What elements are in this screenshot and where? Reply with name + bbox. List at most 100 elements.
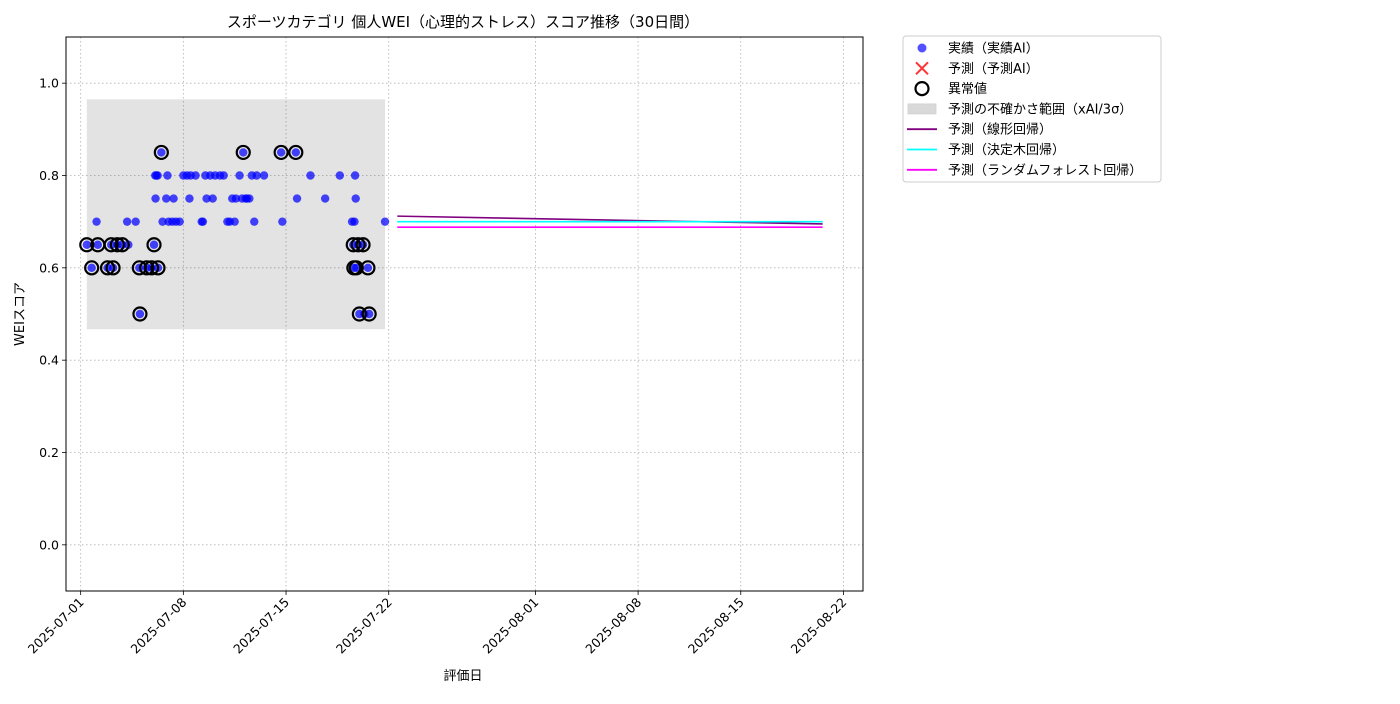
actual-point (278, 217, 287, 226)
x-tick-label: 2025-08-01 (480, 595, 542, 657)
actual-point (239, 148, 248, 157)
anomaly-ring (235, 144, 251, 161)
actual-point (245, 194, 254, 203)
x-tick-label: 2025-08-15 (685, 595, 747, 657)
y-tick-label: 0.8 (39, 168, 59, 183)
actual-point (208, 194, 217, 203)
anomaly-ring (146, 237, 162, 253)
plot-frame (65, 36, 864, 592)
actual-point (131, 217, 140, 226)
actual-point (175, 217, 184, 226)
actual-point (250, 217, 259, 226)
anomaly-ring (360, 260, 376, 276)
actual-point (158, 217, 167, 226)
anomaly-ring (103, 237, 119, 253)
legend-label: 予測（決定木回帰） (948, 142, 1065, 158)
actual-point (169, 194, 178, 203)
actual-point (380, 217, 390, 226)
x-axis: 2025-07-01 2025-07-08 2025-07-15 2025-07-22… (25, 591, 850, 656)
actual-point (306, 171, 315, 180)
chart-title: スポーツカテゴリ 個人WEI（心理的ストレス）スコア推移（30日間） (227, 13, 699, 31)
actual-point (162, 194, 171, 203)
legend-label: 予測（予測AI） (948, 62, 1039, 77)
actual-point (163, 171, 172, 180)
anomaly-ring (345, 237, 361, 253)
actual-point (153, 171, 162, 180)
actual-point (291, 148, 301, 157)
x-axis-label: 評価日 (443, 669, 482, 684)
anomaly-ring (350, 237, 366, 253)
legend-marker-predicted (915, 61, 929, 76)
anomaly-ring (132, 306, 148, 322)
actual-point (235, 171, 244, 180)
actual-point (230, 217, 239, 226)
actual-point (364, 309, 374, 319)
anomaly-ring (109, 237, 125, 253)
actual-point (252, 171, 261, 180)
anomaly-ring (273, 144, 289, 161)
actual-point (276, 148, 286, 157)
anomaly-ring (143, 260, 160, 276)
actual-point (149, 240, 159, 249)
actual-point (198, 217, 208, 226)
anomaly-ring (114, 237, 130, 253)
x-tick-label: 2025-07-01 (25, 595, 87, 657)
x-tick-label: 2025-07-08 (127, 594, 189, 656)
actual-point (231, 194, 241, 203)
anomaly-ring (288, 144, 304, 161)
x-tick-label: 2025-07-22 (333, 595, 395, 657)
uncertainty-band-area (86, 99, 386, 330)
actual-point (335, 171, 345, 180)
legend-label: 予測の不確かさ範囲（xAI/3σ） (948, 101, 1132, 117)
actual-point (292, 194, 302, 203)
x-tick-label: 2025-08-08 (582, 594, 644, 656)
x-tick-label: 2025-07-15 (230, 595, 292, 657)
actual-point (351, 194, 360, 203)
anomaly-ring (84, 260, 100, 276)
actual-point (219, 171, 228, 180)
actual-point (363, 263, 373, 273)
y-tick-label: 0.2 (39, 445, 59, 460)
anomaly-ring (150, 260, 166, 276)
anomaly-points (79, 144, 377, 322)
actual-point (350, 217, 359, 226)
actual-point (185, 194, 194, 203)
actual-point (122, 217, 132, 226)
actual-point (352, 263, 361, 273)
actual-point (92, 217, 101, 226)
actual-point (191, 171, 200, 180)
actual-point (93, 240, 102, 249)
legend-marker-anomaly (914, 80, 930, 97)
legend-label: 異常値 (948, 81, 987, 97)
anomaly-ring (79, 237, 95, 253)
actual-point (202, 194, 211, 203)
anomaly-ring (361, 306, 377, 322)
actual-point (259, 171, 269, 180)
legend-label: 実績（実績AI） (948, 41, 1039, 57)
legend-box (902, 35, 1162, 183)
actual-point (320, 194, 330, 203)
anomaly-ring (348, 260, 364, 276)
actual-point (87, 263, 96, 273)
prediction-lines (397, 215, 823, 229)
anomaly-ring (351, 306, 367, 322)
anomaly-ring (105, 260, 121, 276)
legend-marker-actual (917, 43, 927, 53)
actual-point (350, 171, 360, 180)
y-axis-label: WEIスコア (13, 282, 28, 346)
legend-marker-band (907, 103, 937, 115)
uncertainty-band (86, 99, 386, 330)
y-axis: 0.0 0.2 0.4 0.6 0.8 1.0 (39, 76, 66, 552)
y-tick-label: 1.0 (39, 76, 59, 91)
anomaly-ring (139, 260, 155, 276)
anomaly-ring (355, 237, 371, 253)
actual-point (82, 240, 91, 249)
y-tick-label: 0.4 (39, 353, 59, 368)
y-tick-label: 0.6 (39, 260, 59, 275)
actual-point (151, 194, 160, 203)
actual-point (135, 309, 145, 319)
prediction-line-linear (397, 215, 823, 225)
actual-point (157, 148, 166, 157)
